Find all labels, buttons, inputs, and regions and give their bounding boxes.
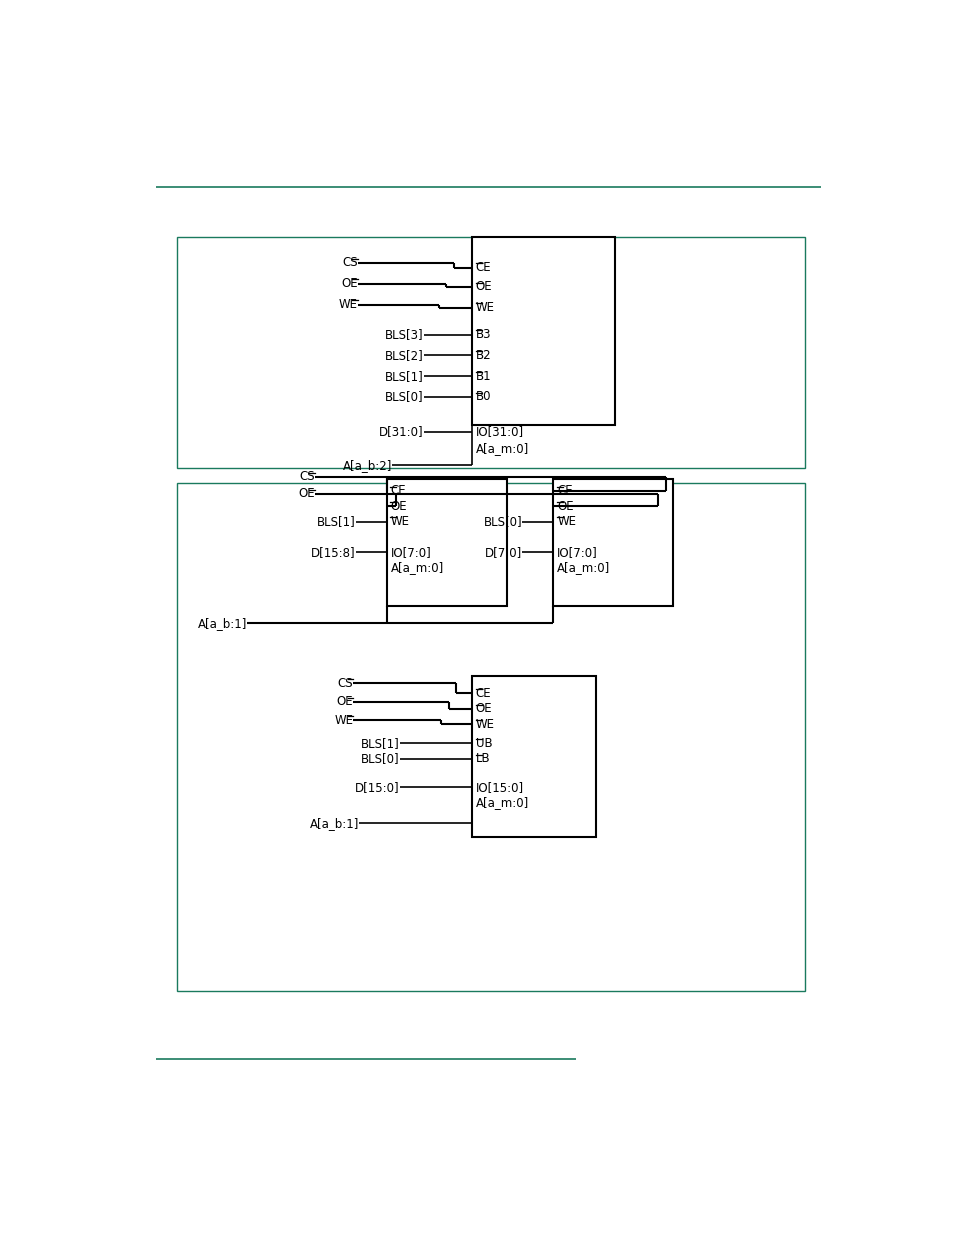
Text: BLS[1]: BLS[1] xyxy=(316,515,355,529)
Text: D[15:0]: D[15:0] xyxy=(355,781,399,794)
Text: WE: WE xyxy=(338,298,357,311)
Text: BLS[0]: BLS[0] xyxy=(361,752,399,766)
Text: LB: LB xyxy=(476,752,490,766)
Text: OE: OE xyxy=(390,500,407,513)
Text: B3: B3 xyxy=(476,329,491,341)
Text: D[7:0]: D[7:0] xyxy=(484,546,521,559)
Text: BLS[1]: BLS[1] xyxy=(385,369,423,383)
Bar xyxy=(177,237,804,468)
Text: WE: WE xyxy=(390,515,409,529)
Text: CS: CS xyxy=(337,677,353,690)
Text: B2: B2 xyxy=(476,348,491,362)
Text: B1: B1 xyxy=(476,369,491,383)
Text: OE: OE xyxy=(336,695,353,709)
Text: BLS[0]: BLS[0] xyxy=(385,390,423,404)
Text: CE: CE xyxy=(557,484,572,498)
Text: CE: CE xyxy=(476,261,491,274)
Bar xyxy=(177,483,804,992)
Text: IO[7:0]: IO[7:0] xyxy=(390,546,431,559)
Text: BLS[0]: BLS[0] xyxy=(483,515,521,529)
Text: A[a_m:0]: A[a_m:0] xyxy=(557,562,610,574)
Text: A[a_m:0]: A[a_m:0] xyxy=(390,562,443,574)
Bar xyxy=(553,479,673,606)
Text: BLS[1]: BLS[1] xyxy=(360,737,399,750)
Text: CS: CS xyxy=(298,471,314,483)
Text: OE: OE xyxy=(557,500,573,513)
Text: CE: CE xyxy=(476,687,491,700)
Bar xyxy=(472,237,615,425)
Text: IO[15:0]: IO[15:0] xyxy=(476,781,523,794)
Text: IO[7:0]: IO[7:0] xyxy=(557,546,598,559)
Text: WE: WE xyxy=(334,714,353,727)
Text: A[a_b:2]: A[a_b:2] xyxy=(342,459,392,472)
Text: IO[31:0]: IO[31:0] xyxy=(476,425,523,438)
Text: BLS[3]: BLS[3] xyxy=(385,329,423,341)
Text: UB: UB xyxy=(476,737,492,750)
Text: CS: CS xyxy=(342,257,357,269)
Text: CE: CE xyxy=(390,484,406,498)
Text: A[a_m:0]: A[a_m:0] xyxy=(476,442,529,454)
Text: A[a_b:1]: A[a_b:1] xyxy=(197,616,247,630)
Text: WE: WE xyxy=(476,301,495,314)
Text: B0: B0 xyxy=(476,390,491,404)
Text: D[15:8]: D[15:8] xyxy=(311,546,355,559)
Text: WE: WE xyxy=(557,515,576,529)
Text: D[31:0]: D[31:0] xyxy=(378,425,423,438)
Bar xyxy=(386,479,506,606)
Text: OE: OE xyxy=(476,703,492,715)
Text: A[a_m:0]: A[a_m:0] xyxy=(476,797,529,809)
Text: OE: OE xyxy=(341,277,357,290)
Bar xyxy=(472,676,596,837)
Text: WE: WE xyxy=(476,718,495,731)
Text: OE: OE xyxy=(476,280,492,293)
Text: OE: OE xyxy=(297,488,314,500)
Text: BLS[2]: BLS[2] xyxy=(385,348,423,362)
Text: A[a_b:1]: A[a_b:1] xyxy=(310,818,359,830)
